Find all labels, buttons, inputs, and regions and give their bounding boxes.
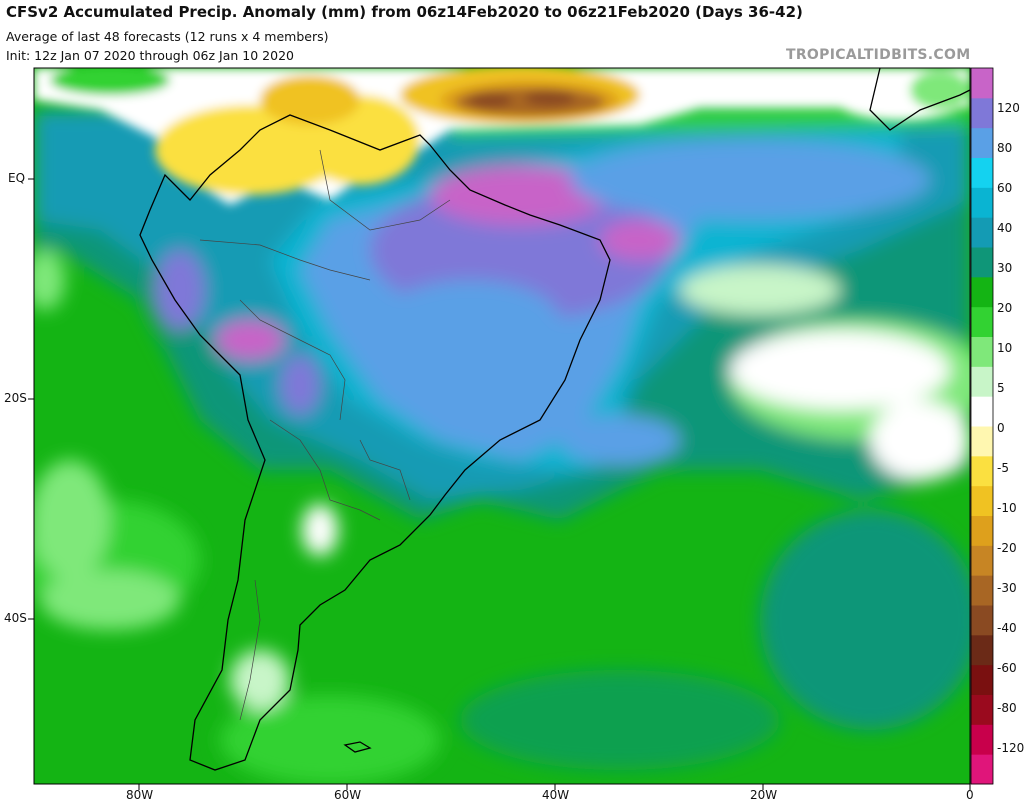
lat-label-40s: 40S	[4, 611, 27, 625]
colorbar	[971, 68, 993, 785]
colorbar-segment	[971, 396, 993, 427]
colorbar-segment	[971, 217, 993, 248]
axis-ticks	[28, 178, 971, 790]
colorbar-segment	[971, 157, 993, 188]
colorbar-segment	[971, 515, 993, 546]
colorbar-segment	[971, 366, 993, 397]
colorbar-segment	[971, 68, 993, 99]
lat-label-eq: EQ	[8, 171, 26, 185]
lon-label-80w: 80W	[126, 788, 154, 802]
lon-label-40w: 40W	[542, 788, 570, 802]
colorbar-segment	[971, 276, 993, 308]
colorbar-segment	[971, 754, 993, 785]
colorbar-label: 10	[997, 341, 1013, 355]
colorbar-segment	[971, 545, 993, 576]
colorbar-segment	[971, 306, 993, 337]
colorbar-label: 120	[997, 101, 1020, 115]
country-borders	[199, 149, 451, 721]
colorbar-segment	[971, 724, 993, 755]
colorbar-label: -10	[997, 501, 1017, 515]
anomaly-field	[34, 68, 970, 784]
colorbar-segment	[971, 455, 993, 487]
map-subtitle-init: Init: 12z Jan 07 2020 through 06z Jan 10…	[6, 48, 294, 63]
colorbar-segment	[971, 575, 993, 606]
colorbar-label: 40	[997, 221, 1013, 235]
plot-frame	[33, 67, 971, 785]
colorbar-label: -80	[997, 701, 1017, 715]
colorbar-segment	[971, 634, 993, 666]
colorbar-label: 0	[997, 421, 1005, 435]
lon-label-20w: 20W	[750, 788, 778, 802]
map-subtitle-average: Average of last 48 forecasts (12 runs x …	[6, 29, 329, 44]
colorbar-label: -5	[997, 461, 1009, 475]
colorbar-label: 30	[997, 261, 1013, 275]
colorbar-segment	[971, 485, 993, 516]
colorbar-label: 80	[997, 141, 1013, 155]
colorbar-label: 20	[997, 301, 1013, 315]
lon-label-0: 0	[966, 788, 974, 802]
colorbar-segment	[971, 97, 993, 129]
colorbar-segment	[971, 426, 993, 457]
colorbar-label: -30	[997, 581, 1017, 595]
colorbar-label: -120	[997, 741, 1024, 755]
colorbar-label: -20	[997, 541, 1017, 555]
colorbar-segment	[971, 187, 993, 218]
colorbar-segment	[971, 127, 993, 158]
colorbar-label: -40	[997, 621, 1017, 635]
colorbar-segment	[971, 694, 993, 725]
colorbar-segment	[971, 336, 993, 367]
credit-watermark: TROPICALTIDBITS.COM	[786, 47, 971, 63]
colorbar-frame	[970, 67, 994, 785]
coastline	[139, 68, 970, 771]
colorbar-segment	[971, 605, 993, 636]
map-title: CFSv2 Accumulated Precip. Anomaly (mm) f…	[6, 3, 803, 21]
colorbar-label: 5	[997, 381, 1005, 395]
colorbar-label: -60	[997, 661, 1017, 675]
lat-label-20s: 20S	[4, 391, 27, 405]
lon-label-60w: 60W	[334, 788, 362, 802]
colorbar-segment	[971, 247, 993, 278]
colorbar-label: 60	[997, 181, 1013, 195]
colorbar-segment	[971, 664, 993, 695]
